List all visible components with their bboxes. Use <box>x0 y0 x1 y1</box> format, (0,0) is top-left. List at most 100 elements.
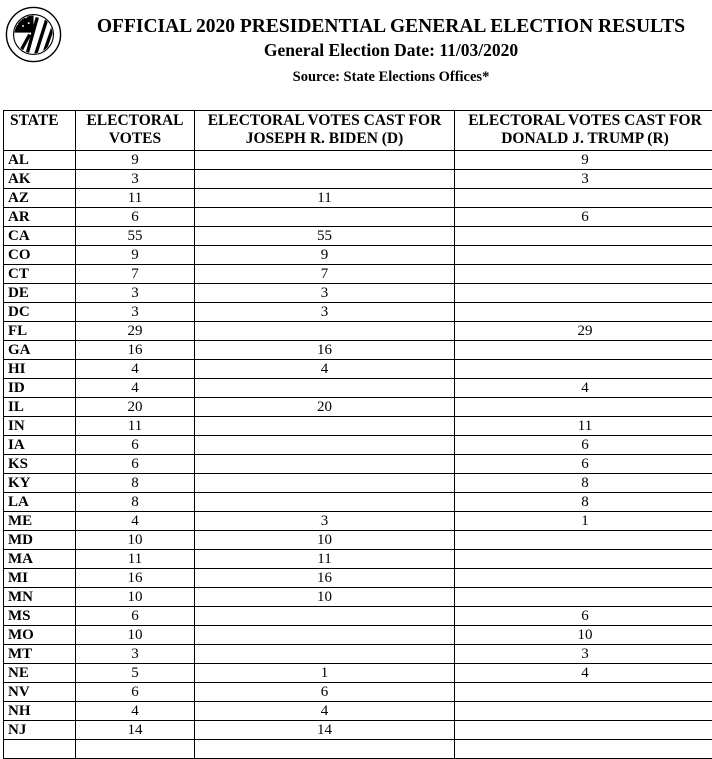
biden-votes-cell: 4 <box>195 702 455 721</box>
biden-votes-cell: 7 <box>195 265 455 284</box>
biden-votes-cell <box>195 474 455 493</box>
biden-votes-cell <box>195 493 455 512</box>
state-cell: CO <box>4 246 76 265</box>
state-cell: KY <box>4 474 76 493</box>
biden-votes-cell: 16 <box>195 341 455 360</box>
biden-votes-cell: 3 <box>195 284 455 303</box>
state-cell: LA <box>4 493 76 512</box>
state-cell: CA <box>4 227 76 246</box>
state-cell: DC <box>4 303 76 322</box>
electoral-votes-cell: 4 <box>76 379 195 398</box>
state-cell: MD <box>4 531 76 550</box>
trump-votes-cell <box>455 683 712 702</box>
electoral-votes-cell: 9 <box>76 246 195 265</box>
biden-votes-cell <box>195 740 455 759</box>
trump-votes-cell: 8 <box>455 493 712 512</box>
trump-votes-cell <box>455 189 712 208</box>
trump-votes-cell <box>455 341 712 360</box>
state-cell <box>4 740 76 759</box>
biden-votes-cell: 11 <box>195 189 455 208</box>
electoral-votes-cell: 6 <box>76 455 195 474</box>
trump-votes-cell: 10 <box>455 626 712 645</box>
state-cell: MN <box>4 588 76 607</box>
biden-votes-cell: 4 <box>195 360 455 379</box>
trump-votes-cell <box>455 569 712 588</box>
state-cell: ME <box>4 512 76 531</box>
trump-votes-cell: 4 <box>455 379 712 398</box>
table-row <box>4 740 712 759</box>
trump-votes-cell <box>455 303 712 322</box>
biden-votes-cell <box>195 436 455 455</box>
trump-votes-cell: 6 <box>455 436 712 455</box>
biden-votes-cell <box>195 379 455 398</box>
electoral-votes-cell: 8 <box>76 474 195 493</box>
col-header-state: STATE <box>4 111 76 151</box>
state-cell: FL <box>4 322 76 341</box>
state-cell: AK <box>4 170 76 189</box>
electoral-votes-cell <box>76 740 195 759</box>
biden-votes-cell <box>195 417 455 436</box>
state-cell: MS <box>4 607 76 626</box>
state-cell: KS <box>4 455 76 474</box>
results-table: STATE ELECTORAL VOTES ELECTORAL VOTES CA… <box>3 110 712 759</box>
state-cell: AR <box>4 208 76 227</box>
electoral-votes-cell: 9 <box>76 151 195 170</box>
electoral-votes-cell: 6 <box>76 683 195 702</box>
electoral-votes-cell: 6 <box>76 208 195 227</box>
trump-votes-cell: 1 <box>455 512 712 531</box>
trump-votes-cell: 4 <box>455 664 712 683</box>
biden-votes-cell: 11 <box>195 550 455 569</box>
source-note: Source: State Elections Offices* <box>70 68 712 86</box>
trump-votes-cell: 3 <box>455 170 712 189</box>
electoral-votes-cell: 10 <box>76 588 195 607</box>
biden-votes-cell: 1 <box>195 664 455 683</box>
biden-votes-cell <box>195 151 455 170</box>
state-cell: GA <box>4 341 76 360</box>
biden-votes-cell: 6 <box>195 683 455 702</box>
trump-votes-cell: 29 <box>455 322 712 341</box>
state-cell: MI <box>4 569 76 588</box>
trump-votes-cell: 8 <box>455 474 712 493</box>
state-cell: IA <box>4 436 76 455</box>
biden-votes-cell <box>195 607 455 626</box>
trump-votes-cell <box>455 265 712 284</box>
trump-votes-cell: 6 <box>455 607 712 626</box>
electoral-votes-cell: 7 <box>76 265 195 284</box>
col-header-trump: ELECTORAL VOTES CAST FOR DONALD J. TRUMP… <box>455 111 712 151</box>
state-cell: MO <box>4 626 76 645</box>
biden-votes-cell: 10 <box>195 588 455 607</box>
trump-votes-cell <box>455 550 712 569</box>
trump-votes-cell <box>455 227 712 246</box>
electoral-votes-cell: 3 <box>76 284 195 303</box>
trump-votes-cell <box>455 721 712 740</box>
state-cell: NV <box>4 683 76 702</box>
electoral-votes-cell: 5 <box>76 664 195 683</box>
biden-votes-cell <box>195 170 455 189</box>
trump-votes-cell <box>455 360 712 379</box>
biden-votes-cell: 3 <box>195 512 455 531</box>
electoral-votes-cell: 10 <box>76 531 195 550</box>
trump-votes-cell <box>455 284 712 303</box>
